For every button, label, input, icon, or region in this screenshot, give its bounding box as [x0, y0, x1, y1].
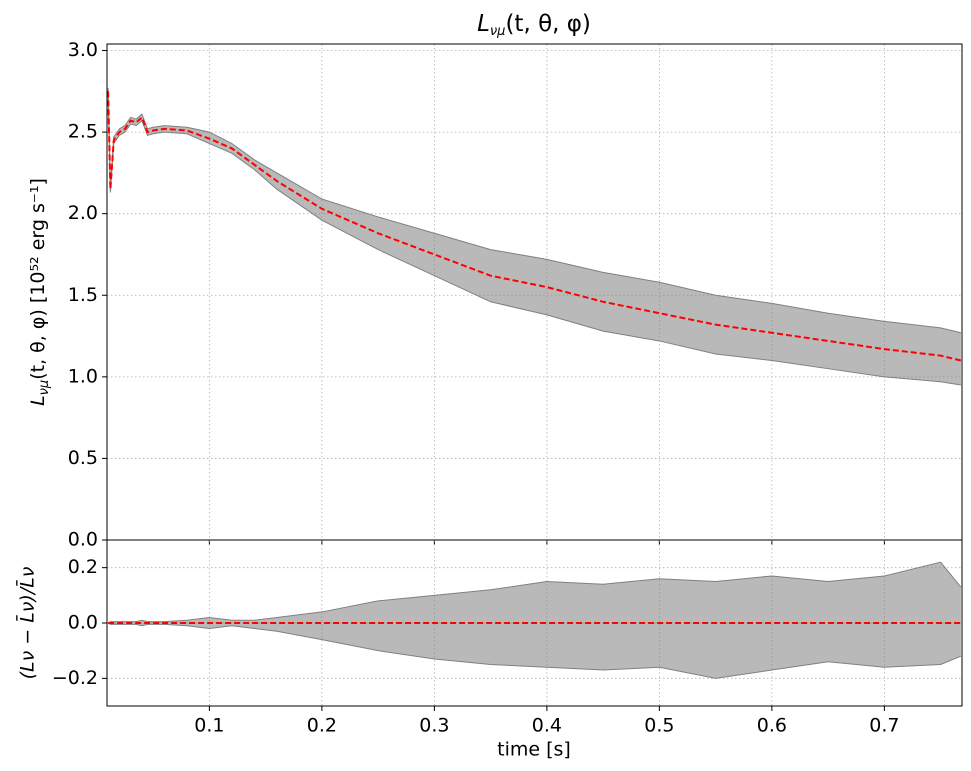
y-tick-label: 1.5	[68, 284, 98, 306]
series-line	[107, 88, 961, 334]
x-tick-label: 0.6	[757, 715, 787, 737]
y-tick-label: 0.0	[68, 529, 98, 551]
y-label-base: L	[27, 395, 49, 406]
x-tick-label: 0.1	[194, 715, 224, 737]
y-tick-label: 0.2	[68, 556, 98, 578]
y-tick-label: 0.0	[68, 612, 98, 634]
x-tick-label: 0.2	[307, 715, 337, 737]
y-tick-label: 3.0	[68, 39, 98, 61]
x-tick-label: 0.4	[532, 715, 562, 737]
y-axis-label: (Lν − L̄ν)/L̄ν	[14, 566, 38, 679]
y-axis-label: Lνμ(t, θ, φ) [10⁵² erg s⁻¹]	[27, 178, 52, 406]
series-line	[107, 622, 962, 679]
title-sub: νμ	[490, 24, 506, 39]
x-axis-label: time [s]	[497, 739, 571, 761]
y-label-rest: (t, θ, φ) [10⁵² erg s⁻¹]	[27, 178, 49, 380]
spread-band	[108, 562, 961, 679]
y-tick-label: 2.0	[68, 202, 98, 224]
title-rest: (t, θ, φ)	[505, 11, 590, 37]
series-line	[107, 561, 962, 624]
x-tick-label: 0.5	[644, 715, 674, 737]
y-tick-label: 2.5	[68, 121, 98, 143]
spread-band	[108, 88, 961, 385]
chart-title: Lνμ(t, θ, φ)	[477, 11, 591, 39]
x-tick-label: 0.3	[419, 715, 449, 737]
title-base: L	[477, 11, 490, 37]
y-label-sub: νμ	[37, 380, 52, 396]
y-tick-label: 0.5	[68, 447, 98, 469]
y-tick-label: 1.0	[68, 365, 98, 387]
y-tick-label: −0.2	[52, 667, 98, 689]
series-line	[107, 94, 961, 386]
x-tick-label: 0.7	[869, 715, 899, 737]
series-line	[107, 91, 962, 362]
plot-frame	[106, 539, 963, 707]
